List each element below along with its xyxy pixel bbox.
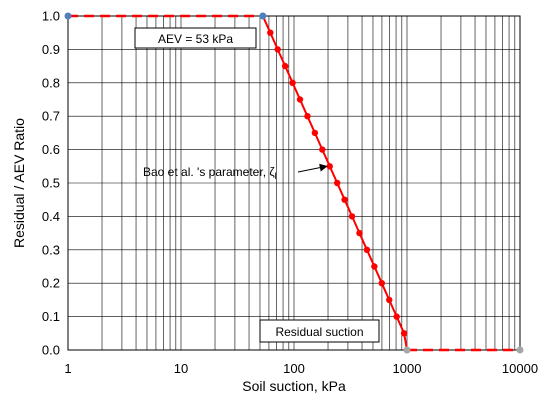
y-tick-label: 0.3 <box>42 242 60 257</box>
y-tick-label: 0.4 <box>42 209 60 224</box>
y-tick-label: 0.8 <box>42 75 60 90</box>
data-point <box>289 79 296 87</box>
aev-label: AEV = 53 kPa <box>158 32 233 46</box>
x-axis-title: Soil suction, kPa <box>242 378 346 394</box>
y-axis-title: Residual / AEV Ratio <box>11 118 27 248</box>
data-point <box>356 229 363 237</box>
x-tick-label: 1000 <box>393 361 422 376</box>
data-point <box>363 246 371 253</box>
y-tick-label: 1.0 <box>42 9 60 24</box>
y-tick-label: 0.9 <box>42 42 60 57</box>
data-point <box>326 163 333 170</box>
aev-label-box <box>134 27 257 49</box>
y-tick-label: 0.6 <box>42 142 60 157</box>
y-tick-label: 0.5 <box>42 176 60 191</box>
y-tick-label: 0.7 <box>42 109 60 124</box>
x-tick-label: 100 <box>283 361 305 376</box>
series-layer <box>64 12 524 354</box>
y-tick-label: 0.2 <box>42 276 60 291</box>
data-point <box>311 129 319 137</box>
data-point <box>393 313 400 320</box>
data-point <box>281 62 289 70</box>
parameter-arrow <box>297 163 328 173</box>
y-axis-ticks: 0.0 0.1 0.2 0.3 0.4 0.5 0.6 0.7 0.8 0.9 1.0 <box>42 9 60 358</box>
data-point <box>296 96 304 103</box>
y-tick-label: 0.1 <box>42 309 60 324</box>
data-point <box>341 196 348 203</box>
data-point <box>274 46 281 53</box>
annotation-layer: AEV = 53 kPa Bao et al. 's parameter, ζl R… <box>134 27 380 343</box>
parameter-label: Bao et al. 's parameter, ζl <box>143 165 277 181</box>
x-tick-label: 1 <box>64 361 71 376</box>
endpoint-marker <box>516 346 524 354</box>
endpoint-marker <box>64 12 72 20</box>
y-tick-label: 0.0 <box>42 343 60 358</box>
data-point <box>319 146 326 153</box>
grid <box>67 15 520 351</box>
data-point <box>371 263 378 270</box>
data-point <box>400 330 408 337</box>
data-point <box>333 179 341 187</box>
x-tick-label: 10000 <box>502 361 538 376</box>
data-point <box>267 29 274 36</box>
residual-label: Residual suction <box>275 325 363 339</box>
endpoint-marker <box>259 12 267 20</box>
data-point <box>304 113 311 120</box>
data-point <box>386 296 393 304</box>
data-point <box>378 280 385 287</box>
x-axis-ticks: 1 10 100 1000 10000 <box>64 361 538 376</box>
residual-label-box <box>259 319 380 343</box>
endpoint-marker <box>403 346 411 354</box>
x-tick-label: 10 <box>174 361 188 376</box>
data-point <box>348 213 356 220</box>
plot-area <box>67 15 521 351</box>
